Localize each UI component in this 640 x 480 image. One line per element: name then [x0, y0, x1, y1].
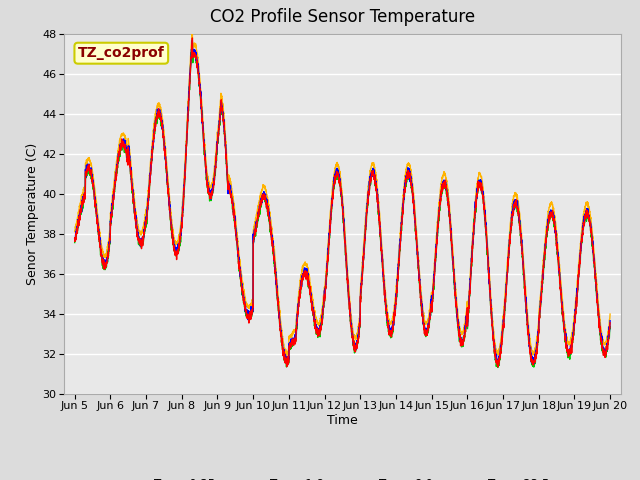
- Title: CO2 Profile Sensor Temperature: CO2 Profile Sensor Temperature: [210, 9, 475, 26]
- Legend: Temp 0.35m, Temp 1.8m, Temp 6.0m, Temp 23.5m: Temp 0.35m, Temp 1.8m, Temp 6.0m, Temp 2…: [119, 473, 566, 480]
- X-axis label: Time: Time: [327, 414, 358, 427]
- Text: TZ_co2prof: TZ_co2prof: [78, 46, 164, 60]
- Y-axis label: Senor Temperature (C): Senor Temperature (C): [26, 143, 39, 285]
